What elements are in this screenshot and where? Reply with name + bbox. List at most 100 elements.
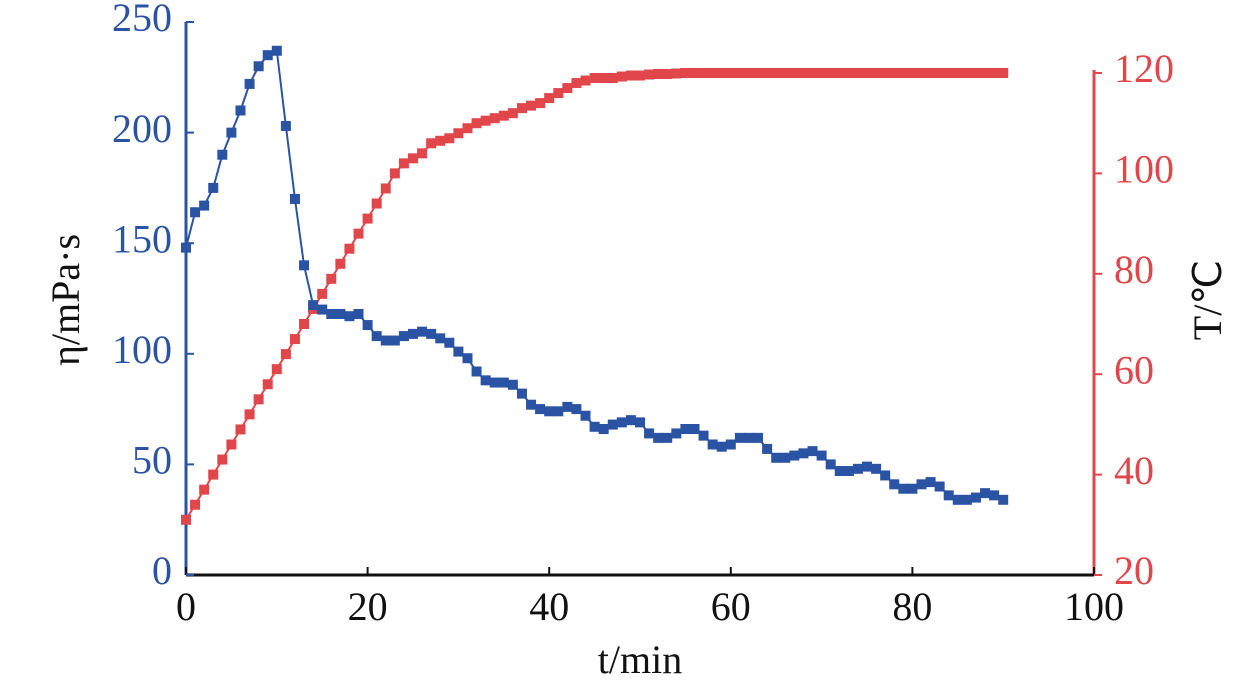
marker — [417, 148, 428, 159]
y-tick-label: 50 — [132, 438, 172, 483]
marker — [471, 366, 482, 377]
marker — [680, 68, 691, 78]
marker — [435, 333, 446, 344]
marker — [589, 73, 600, 84]
marker — [262, 50, 273, 61]
marker — [780, 452, 791, 463]
x-tick-label: 80 — [892, 584, 932, 629]
marker — [398, 158, 409, 169]
y2-tick-label: 100 — [1114, 147, 1174, 192]
marker — [852, 68, 863, 78]
marker — [280, 120, 291, 131]
marker — [789, 450, 800, 461]
marker — [398, 331, 409, 342]
marker — [852, 463, 863, 474]
marker — [662, 432, 673, 443]
marker — [235, 424, 246, 435]
marker — [734, 68, 745, 78]
marker — [571, 78, 582, 89]
marker — [607, 73, 618, 84]
marker — [326, 308, 337, 319]
marker — [952, 68, 963, 78]
marker — [816, 68, 827, 78]
marker — [653, 69, 664, 80]
marker — [426, 138, 437, 149]
y2-tick-label: 40 — [1114, 448, 1154, 493]
marker — [299, 319, 310, 329]
marker — [417, 326, 428, 337]
marker — [280, 349, 291, 360]
marker — [762, 443, 773, 454]
marker — [562, 401, 573, 412]
marker — [771, 68, 782, 78]
x-tick-label: 60 — [711, 584, 751, 629]
marker — [507, 108, 518, 119]
marker — [644, 69, 655, 80]
marker — [190, 499, 201, 510]
marker — [489, 113, 500, 124]
marker — [916, 479, 927, 490]
marker — [716, 441, 727, 452]
marker — [317, 304, 328, 315]
y-tick-label: 200 — [112, 106, 172, 151]
marker — [989, 490, 1000, 501]
marker — [834, 68, 845, 78]
marker — [262, 379, 273, 390]
marker — [970, 68, 981, 78]
marker — [344, 311, 355, 322]
marker — [208, 469, 219, 480]
marker — [289, 193, 300, 204]
marker — [925, 477, 936, 488]
marker — [653, 432, 664, 443]
marker — [389, 168, 400, 179]
marker — [707, 439, 718, 450]
marker — [743, 68, 754, 78]
marker — [526, 399, 537, 410]
marker — [989, 68, 1000, 78]
marker — [898, 68, 909, 78]
marker — [408, 328, 418, 339]
marker — [998, 68, 1009, 78]
marker — [734, 432, 745, 443]
marker — [190, 207, 201, 218]
marker — [353, 228, 364, 239]
marker — [453, 346, 464, 357]
marker — [798, 448, 809, 459]
marker — [326, 273, 337, 284]
marker — [625, 415, 636, 426]
marker — [780, 68, 791, 78]
marker — [598, 424, 609, 435]
marker — [444, 133, 455, 144]
marker — [371, 198, 382, 209]
marker — [526, 100, 537, 111]
marker — [580, 410, 591, 421]
marker — [689, 424, 700, 435]
marker — [616, 71, 627, 82]
marker — [898, 483, 909, 494]
marker — [507, 379, 518, 390]
marker — [762, 68, 773, 78]
marker — [689, 68, 700, 78]
x-tick-label: 40 — [529, 584, 569, 629]
marker — [616, 417, 627, 428]
series-line — [185, 72, 1004, 521]
marker — [516, 103, 527, 114]
marker — [480, 375, 491, 386]
series-line — [185, 49, 1004, 501]
marker — [998, 494, 1009, 505]
y2-tick-label: 120 — [1114, 46, 1174, 91]
marker — [607, 419, 618, 430]
marker — [335, 258, 346, 269]
marker — [181, 242, 191, 253]
marker — [753, 432, 764, 443]
marker — [743, 432, 754, 443]
marker — [970, 492, 981, 503]
y-tick-label: 250 — [112, 0, 172, 40]
y2-tick-label: 60 — [1114, 347, 1154, 392]
marker — [389, 335, 400, 346]
marker — [199, 200, 210, 211]
marker — [308, 300, 319, 311]
marker — [707, 68, 718, 78]
marker — [725, 439, 736, 450]
